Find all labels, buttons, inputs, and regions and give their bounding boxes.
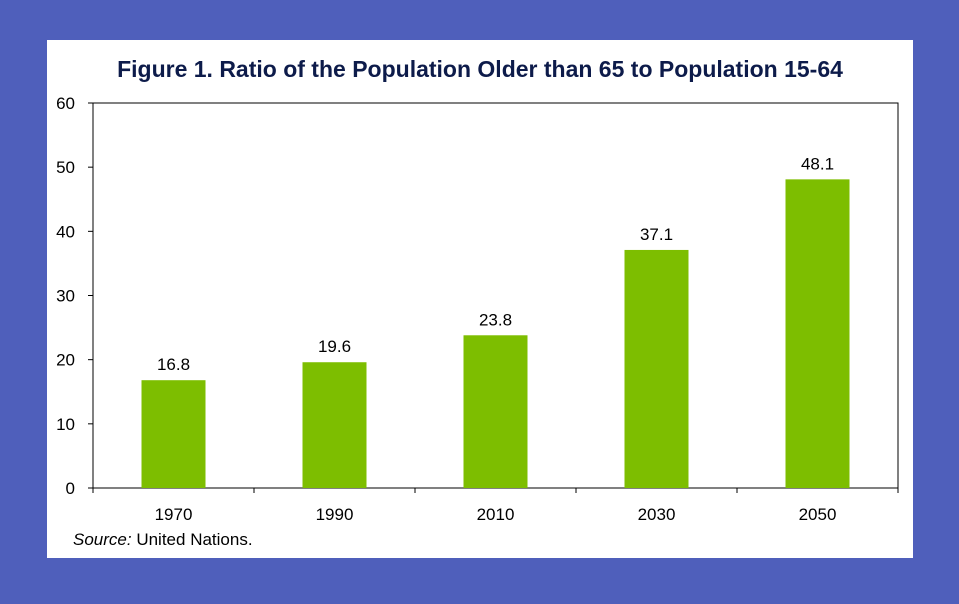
source-label: Source:	[73, 530, 132, 549]
source-text: United Nations.	[136, 530, 253, 549]
y-tick-label: 0	[66, 479, 75, 498]
y-tick-label: 60	[56, 94, 75, 113]
data-label: 19.6	[318, 337, 351, 356]
x-tick-label: 2010	[477, 505, 515, 524]
bar	[463, 335, 528, 488]
y-tick-label: 50	[56, 158, 75, 177]
bar	[624, 249, 689, 488]
data-label: 16.8	[157, 355, 190, 374]
y-tick-label: 10	[56, 415, 75, 434]
data-label: 48.1	[801, 154, 834, 173]
bar-chart: 010203040506016.8197019.6199023.8201037.…	[56, 94, 899, 524]
y-tick-label: 20	[56, 351, 75, 370]
bar	[302, 362, 367, 488]
bar	[785, 179, 850, 488]
x-tick-label: 2030	[638, 505, 676, 524]
chart-panel: Figure 1. Ratio of the Population Older …	[47, 40, 913, 558]
data-label: 23.8	[479, 310, 512, 329]
y-tick-label: 30	[56, 287, 75, 306]
x-tick-label: 1970	[155, 505, 193, 524]
y-tick-label: 40	[56, 222, 75, 241]
data-label: 37.1	[640, 225, 673, 244]
x-tick-label: 2050	[799, 505, 837, 524]
x-tick-label: 1990	[316, 505, 354, 524]
source-note: Source: United Nations.	[73, 530, 253, 550]
chart-title: Figure 1. Ratio of the Population Older …	[117, 56, 843, 82]
bar	[141, 380, 206, 488]
